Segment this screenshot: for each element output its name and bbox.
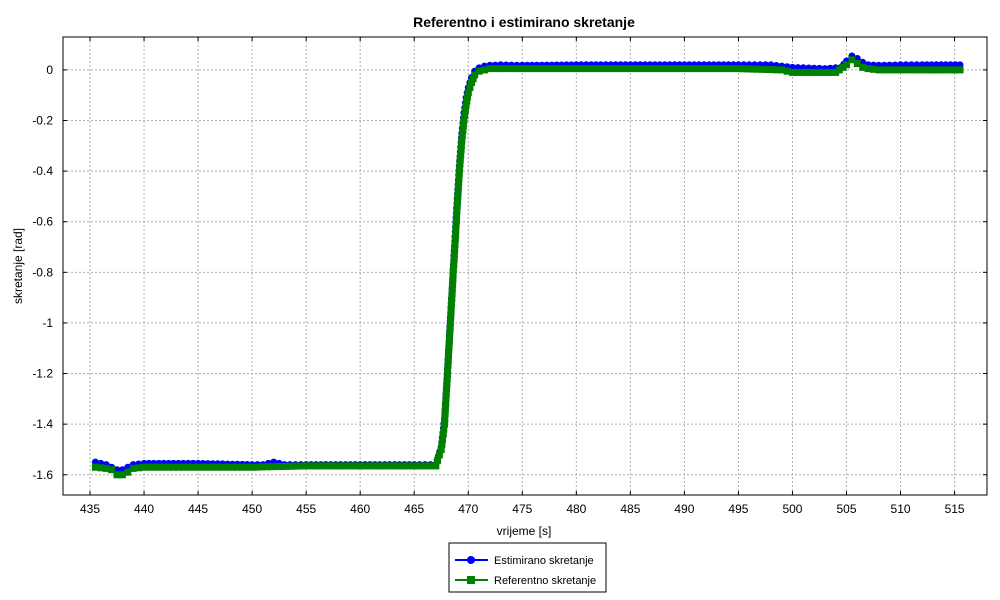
x-tick-label: 490 — [674, 502, 694, 516]
legend-marker-square — [467, 576, 475, 584]
series-estimirano — [92, 53, 964, 474]
legend-label: Estimirano skretanje — [494, 555, 594, 567]
x-tick-label: 460 — [350, 502, 370, 516]
plot-frame — [63, 37, 987, 495]
x-tick-label: 475 — [512, 502, 532, 516]
x-tick-label: 465 — [404, 502, 424, 516]
legend[interactable]: Estimirano skretanje Referentno skretanje — [449, 543, 606, 592]
chart-title: Referentno i estimirano skretanje — [413, 14, 635, 30]
x-tick-label: 510 — [891, 502, 911, 516]
x-tick-label: 480 — [566, 502, 586, 516]
x-tick-label: 495 — [728, 502, 748, 516]
y-tick-label: -0.8 — [32, 265, 53, 279]
x-tick-label: 435 — [80, 502, 100, 516]
x-tick-label: 500 — [782, 502, 802, 516]
legend-marker-circle — [467, 556, 475, 564]
x-tick-label: 455 — [296, 502, 316, 516]
x-tick-label: 515 — [945, 502, 965, 516]
y-tick-label: -1.2 — [32, 367, 53, 381]
legend-label: Referentno skretanje — [494, 575, 596, 587]
y-tick-label: 0 — [46, 63, 53, 77]
x-axis-ticks: 435 440 445 450 455 460 465 470 475 480 485 490 495 5… — [80, 37, 965, 516]
grid — [63, 37, 987, 495]
x-tick-label: 485 — [620, 502, 640, 516]
y-tick-label: -1 — [42, 316, 53, 330]
series-line — [95, 60, 960, 475]
series-layer — [92, 53, 964, 479]
y-tick-label: -0.6 — [32, 215, 53, 229]
y-axis-label: skretanje [rad] — [11, 228, 25, 304]
y-tick-label: -1.6 — [32, 468, 53, 482]
x-tick-label: 450 — [242, 502, 262, 516]
series-referentno — [92, 56, 964, 478]
y-tick-label: -1.4 — [32, 417, 53, 431]
data-point — [956, 66, 963, 73]
x-tick-label: 440 — [134, 502, 154, 516]
series-line — [95, 56, 960, 470]
x-tick-label: 470 — [458, 502, 478, 516]
y-tick-label: -0.4 — [32, 164, 53, 178]
x-tick-label: 445 — [188, 502, 208, 516]
y-tick-label: -0.2 — [32, 114, 53, 128]
x-axis-label: vrijeme [s] — [497, 524, 552, 538]
x-tick-label: 505 — [836, 502, 856, 516]
